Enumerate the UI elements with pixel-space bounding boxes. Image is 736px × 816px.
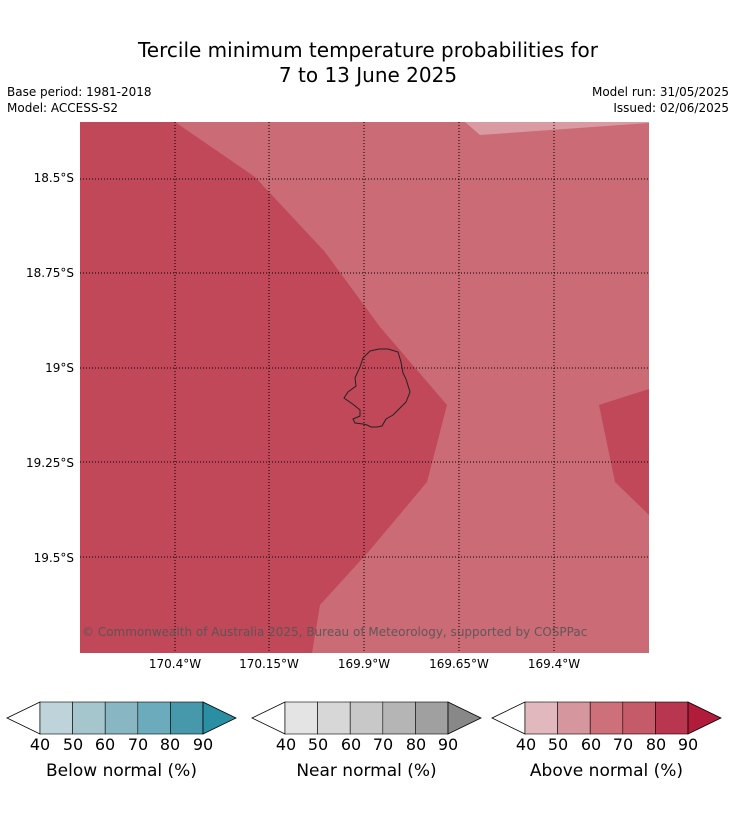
colorbar-segment	[39, 701, 73, 735]
colorbar-segment	[557, 701, 591, 735]
cbar-tick: 50	[307, 735, 329, 754]
cbar-tick: 50	[62, 735, 84, 754]
cbar-tick: 70	[612, 735, 634, 754]
colorbar-near-normal	[251, 701, 482, 735]
cbar-tick: 90	[437, 735, 459, 754]
near-normal-label: Near normal (%)	[296, 761, 437, 781]
above-normal-label: Above normal (%)	[529, 761, 684, 781]
colorbar-segment	[382, 701, 416, 735]
cbar-tick: 80	[645, 735, 667, 754]
cbar-tick: 90	[677, 735, 699, 754]
colorbar-segment	[349, 701, 384, 735]
model-run: Model run: 31/05/2025	[591, 85, 729, 99]
colorbar-segment	[137, 701, 171, 735]
probability-region-80	[80, 122, 447, 653]
copyright-notice: © Commonwealth of Australia 2025, Bureau…	[82, 625, 588, 639]
colorbar-segment	[622, 701, 656, 735]
colorbar-segment	[589, 701, 624, 735]
colorbars	[6, 701, 722, 735]
cbar-tick: 90	[192, 735, 214, 754]
map-svg	[80, 122, 649, 653]
map-title: Tercile minimum temperature probabilitie…	[0, 38, 736, 88]
lat-tick: 18.75°S	[26, 266, 74, 280]
colorbar-below-normal	[6, 701, 237, 735]
cbar-tick: 60	[94, 735, 116, 754]
base-period: Base period: 1981-2018	[7, 85, 152, 99]
colorbar-segment	[284, 701, 318, 735]
island-coastline	[343, 348, 411, 428]
below-normal-label: Below normal (%)	[46, 761, 197, 781]
colorbar-segment	[655, 701, 689, 735]
cbar-tick: 70	[372, 735, 394, 754]
colorbar-extend-low	[6, 701, 41, 735]
probability-region-80-east	[599, 389, 649, 515]
model-name: Model: ACCESS-S2	[7, 101, 119, 115]
lon-tick: 170.15°W	[239, 657, 299, 671]
lon-tick: 169.65°W	[429, 657, 489, 671]
colorbar-extend-low	[491, 701, 526, 735]
cbar-tick: 50	[547, 735, 569, 754]
cbar-tick: 80	[159, 735, 181, 754]
cbar-tick: 40	[275, 735, 297, 754]
cbar-tick: 40	[29, 735, 51, 754]
graticule	[80, 122, 649, 653]
colorbar-extend-low	[251, 701, 286, 735]
cbar-tick: 60	[340, 735, 362, 754]
lat-tick: 19.5°S	[33, 551, 74, 565]
cbar-tick: 70	[127, 735, 149, 754]
colorbar-segment	[104, 701, 139, 735]
lat-tick: 18.5°S	[33, 171, 74, 185]
lon-tick: 169.4°W	[527, 657, 581, 671]
map-panel: © Commonwealth of Australia 2025, Bureau…	[80, 122, 649, 653]
colorbar-segment	[170, 701, 204, 735]
title-line-2: 7 to 13 June 2025	[278, 63, 458, 87]
colorbar-segment	[72, 701, 106, 735]
title-line-1: Tercile minimum temperature probabilitie…	[137, 38, 599, 62]
cbar-tick: 40	[515, 735, 537, 754]
probability-region-60	[465, 122, 649, 135]
colorbar-segment	[415, 701, 449, 735]
colorbar-segment	[317, 701, 351, 735]
colorbar-extend-high	[687, 701, 722, 735]
lat-tick: 19.25°S	[26, 456, 74, 470]
issued-date: Issued: 02/06/2025	[613, 101, 729, 115]
colorbar-extend-high	[447, 701, 482, 735]
meta-right: Model run: 31/05/2025 Issued: 02/06/2025	[592, 84, 729, 116]
lon-tick: 170.4°W	[148, 657, 202, 671]
colorbar-above-normal	[491, 701, 722, 735]
meta-left: Base period: 1981-2018 Model: ACCESS-S2	[7, 84, 152, 116]
colorbar-segment	[524, 701, 558, 735]
cbar-tick: 60	[580, 735, 602, 754]
lat-tick: 19°S	[45, 361, 74, 375]
cbar-tick: 80	[405, 735, 427, 754]
colorbar-extend-high	[202, 701, 237, 735]
lon-tick: 169.9°W	[337, 657, 391, 671]
